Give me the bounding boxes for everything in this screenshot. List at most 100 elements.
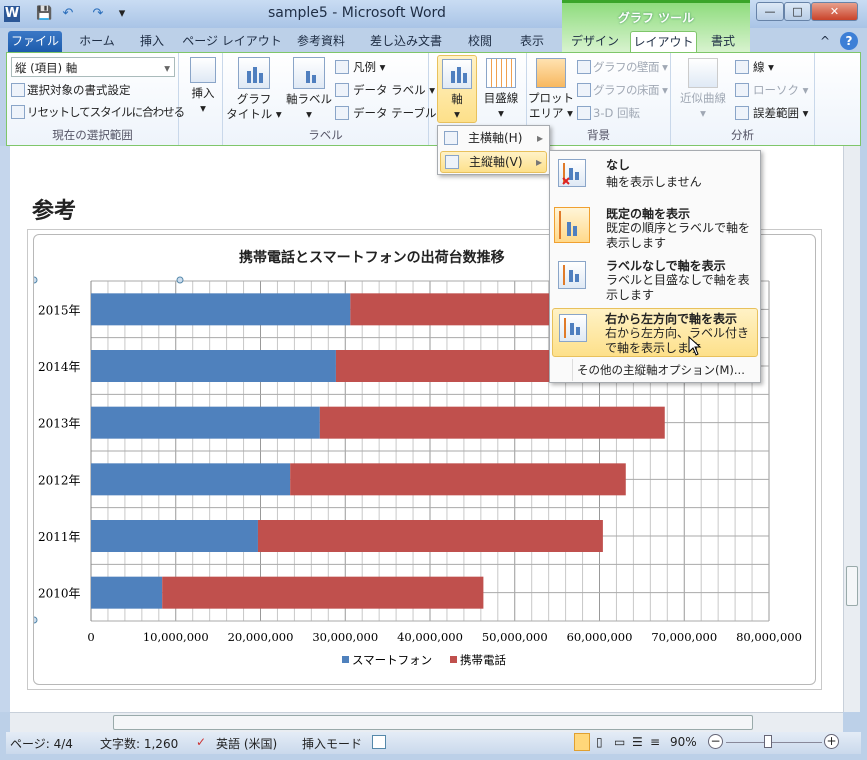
error-bars-icon [735, 106, 749, 120]
chart-title-button[interactable]: グラフ タイトル ▾ [223, 57, 285, 122]
window-title: sample5 - Microsoft Word [268, 5, 446, 21]
data-table-button[interactable]: データ テーブル ▾ [335, 103, 446, 123]
data-labels-button[interactable]: データ ラベル ▾ [335, 80, 435, 100]
chart-wall-button[interactable]: グラフの壁面 ▾ [577, 57, 668, 77]
proofing-icon[interactable]: ✓ [196, 735, 207, 749]
vertical-scroll-thumb[interactable] [846, 566, 858, 606]
chevron-down-icon: ▾ [164, 61, 170, 75]
group-background: プロット エリア ▾ グラフの壁面 ▾ グラフの床面 ▾ 3-D 回転 背景 [527, 53, 671, 145]
word-app-icon[interactable]: W [4, 6, 20, 22]
tab-page-layout[interactable]: ページ レイアウト [182, 34, 282, 48]
zoom-out-button[interactable]: − [708, 734, 723, 749]
gridlines-button[interactable]: 目盛線 ▾ [481, 58, 521, 121]
draft-icon[interactable]: ≡ [650, 735, 661, 749]
group-axes: 軸 ▾ 目盛線 ▾ [429, 53, 527, 145]
redo-icon[interactable]: ↷ [92, 6, 104, 21]
outline-icon[interactable]: ☰ [632, 735, 643, 749]
legend-button[interactable]: 凡例 ▾ [335, 57, 385, 77]
format-selection-label: 選択対象の書式設定 [27, 83, 131, 97]
group-label: 背景 [587, 128, 610, 142]
reset-style-button[interactable]: リセットしてスタイルに合わせる [11, 102, 185, 122]
chart-title[interactable]: 携帯電話とスマートフォンの出荷台数推移 [239, 250, 505, 266]
plot-area-label: プロット エリア ▾ [528, 91, 574, 120]
reading-layout-icon[interactable]: ▯ [596, 735, 603, 749]
zoom-in-button[interactable]: + [824, 734, 839, 749]
tab-format[interactable]: 書式 [710, 34, 735, 48]
axes-button[interactable]: 軸 ▾ [437, 55, 477, 123]
axis-titles-label: 軸ラベル [286, 92, 332, 106]
x-tick-label: 0 [87, 630, 94, 644]
print-layout-icon[interactable] [574, 733, 590, 751]
data-labels-label: データ ラベル ▾ [353, 83, 436, 97]
tab-view[interactable]: 表示 [519, 34, 544, 48]
3d-rotation-button[interactable]: 3-D 回転 [577, 103, 640, 123]
category-label: 2015年 [38, 303, 81, 317]
chart-title-label: グラフ タイトル ▾ [226, 92, 282, 121]
zoom-slider[interactable] [726, 742, 822, 743]
legend-swatch [450, 656, 457, 663]
horizontal-scroll-thumb[interactable] [113, 715, 753, 730]
tab-layout[interactable]: レイアウト [630, 31, 697, 52]
tab-insert[interactable]: 挿入 [139, 34, 164, 48]
tab-design[interactable]: デザイン [570, 34, 619, 48]
language[interactable]: 英語 (米国) [216, 737, 278, 751]
zoom-slider-handle[interactable] [764, 735, 772, 748]
tab-file[interactable]: ファイル [8, 31, 62, 52]
error-bars-button[interactable]: 誤差範囲 ▾ [735, 103, 808, 123]
error-bars-label: 誤差範囲 ▾ [753, 106, 809, 120]
help-icon[interactable]: ? [840, 32, 858, 50]
zoom-level[interactable]: 90% [670, 735, 697, 749]
insert-mode[interactable]: 挿入モード [302, 737, 363, 751]
word-count[interactable]: 文字数: 1,260 [100, 737, 179, 751]
menu-item-title: 右から左方向で軸を表示 [605, 312, 738, 326]
bar-スマートフォン [91, 463, 291, 496]
chart-floor-label: グラフの床面 ▾ [593, 83, 668, 97]
axis-titles-button[interactable]: 軸ラベル ▾ [285, 57, 333, 122]
lines-label: 線 ▾ [753, 60, 774, 74]
chart-wall-icon [577, 60, 591, 74]
x-tick-label: 40,000,000 [397, 630, 463, 644]
collapse-ribbon-icon[interactable]: ^ [819, 34, 831, 48]
tab-mailings[interactable]: 差し込み文書 [369, 34, 442, 48]
menu-item-primary-vertical-axis[interactable]: 主縦軸(V) ▸ [440, 151, 547, 173]
horizontal-scrollbar[interactable] [10, 712, 843, 732]
undo-icon[interactable]: ↶ [62, 6, 74, 21]
page-count[interactable]: ページ: 4/4 [10, 737, 73, 751]
bar-携帯電話 [257, 520, 603, 552]
more-vertical-axis-options[interactable]: その他の主縦軸オプション(M)... [572, 359, 758, 381]
insert-button[interactable]: 挿入 ▾ [187, 57, 219, 116]
lines-button[interactable]: 線 ▾ [735, 57, 774, 77]
chart-frame[interactable] [27, 229, 822, 690]
data-table-icon [335, 106, 349, 120]
tab-home[interactable]: ホーム [79, 34, 115, 48]
menu-item-title: ラベルなしで軸を表示 [606, 259, 726, 273]
group-labels: グラフ タイトル ▾ 軸ラベル ▾ 凡例 ▾ データ ラベル ▾ データ テーブル… [223, 53, 446, 145]
tab-references[interactable]: 参考資料 [296, 34, 345, 48]
menu-item-primary-horizontal-axis[interactable]: 主横軸(H) ▸ [440, 128, 547, 149]
menu-item-none[interactable]: なし 軸を表示しません [552, 153, 758, 199]
horizontal-axis-icon [444, 131, 458, 145]
updown-bars-button[interactable]: ローソク ▾ [735, 80, 808, 100]
menu-item-axis-without-labels[interactable]: ラベルなしで軸を表示 ラベルと目盛なしで軸を表示します [552, 255, 758, 307]
plot-area-button[interactable]: プロット エリア ▾ [527, 58, 575, 121]
vertical-scrollbar[interactable] [843, 146, 860, 712]
format-selection-button[interactable]: 選択対象の書式設定 [11, 80, 131, 100]
legend-swatch [342, 656, 349, 663]
axes-icon [442, 59, 472, 89]
customize-quick-access-icon[interactable]: ▾ [118, 6, 126, 21]
trendline-button[interactable]: 近似曲線 ▾ [675, 58, 731, 121]
minimize-button[interactable]: — [756, 2, 784, 21]
right-to-left-axis-icon [559, 314, 587, 342]
save-icon[interactable]: 💾 [36, 6, 53, 21]
bar-携帯電話 [319, 406, 665, 439]
close-button[interactable]: ✕ [811, 2, 858, 21]
menu-item-desc: 軸を表示しません [606, 175, 702, 189]
restore-button[interactable]: □ [784, 2, 811, 21]
chart-floor-button[interactable]: グラフの床面 ▾ [577, 80, 668, 100]
chart-element-dropdown[interactable]: 縦 (項目) 軸 ▾ [11, 57, 175, 77]
menu-item-default-axis[interactable]: 既定の軸を表示 既定の順序とラベルで軸を表示します [552, 203, 758, 255]
menu-item-right-to-left-axis[interactable]: 右から左方向で軸を表示 右から左方向、ラベル付きで軸を表示します [552, 308, 758, 357]
tab-review[interactable]: 校閲 [467, 34, 492, 48]
web-layout-icon[interactable]: ▭ [614, 735, 626, 749]
macro-icon[interactable] [372, 735, 386, 749]
